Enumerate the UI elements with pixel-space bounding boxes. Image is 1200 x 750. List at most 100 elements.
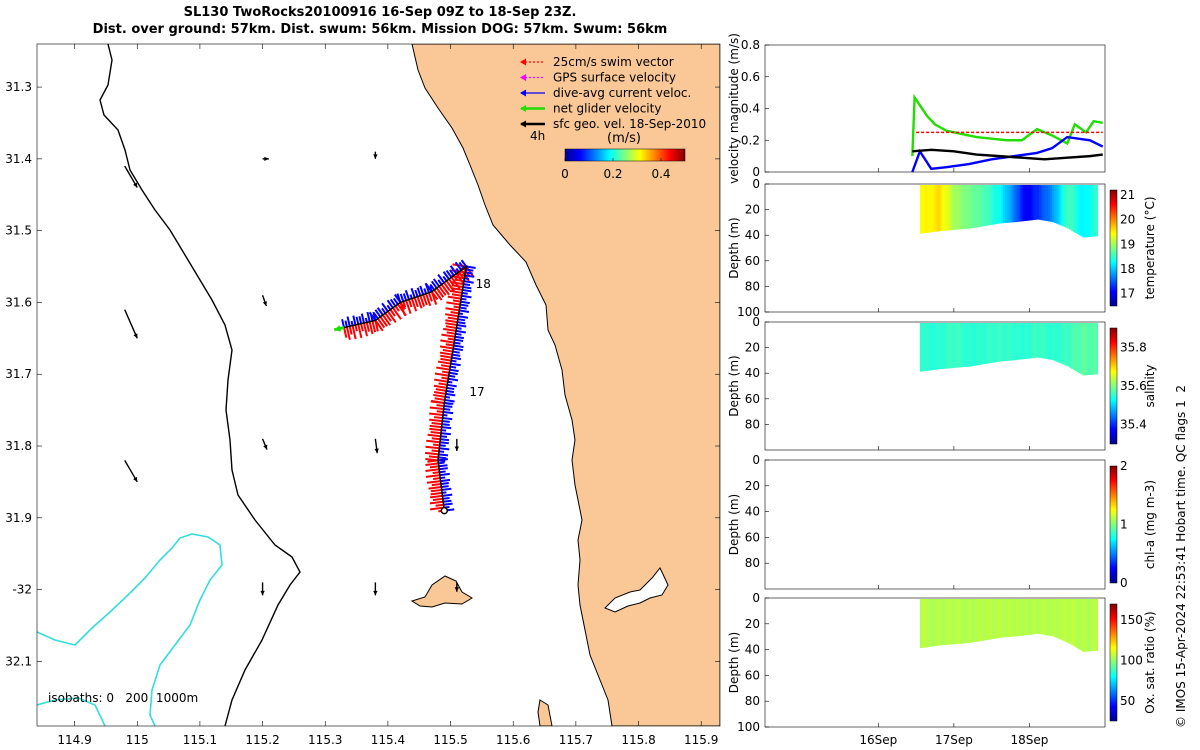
velocity-panel-frame bbox=[764, 44, 1106, 173]
section-cell bbox=[1048, 185, 1051, 222]
section-cell bbox=[919, 185, 923, 234]
colorbar-tick-label: 35.6 bbox=[1120, 379, 1147, 393]
section-cell bbox=[948, 185, 951, 231]
swim-vector bbox=[434, 372, 449, 377]
map-x-tick-label: 115 bbox=[126, 733, 149, 747]
current-vector bbox=[438, 461, 445, 465]
section-cell bbox=[1061, 599, 1065, 641]
section-cell bbox=[1059, 323, 1063, 364]
current-vector bbox=[443, 411, 454, 415]
section-cell bbox=[936, 185, 940, 232]
swim-vector bbox=[387, 310, 397, 323]
y-tick-label: 40 bbox=[745, 643, 760, 657]
section-cell bbox=[1042, 599, 1046, 635]
legend-time-scale: 4h bbox=[530, 129, 545, 143]
swim-vector bbox=[432, 497, 443, 502]
current-vector bbox=[438, 464, 448, 468]
section-cell bbox=[1091, 599, 1095, 652]
current-vector bbox=[448, 374, 456, 378]
current-vector bbox=[386, 304, 392, 311]
section-cell bbox=[1021, 323, 1024, 360]
salinity-section: 0 20 40 60 80 Depth (m) 35.8 35.6 35.4 salinity bbox=[727, 315, 1157, 451]
current-vector bbox=[352, 315, 357, 326]
swim-vector bbox=[425, 458, 439, 462]
current-vector bbox=[404, 289, 410, 300]
section-cell bbox=[961, 599, 964, 644]
swim-vector bbox=[429, 506, 445, 511]
y-tick-label: 20 bbox=[745, 479, 760, 493]
geo-vector-head bbox=[373, 154, 378, 159]
current-vector bbox=[466, 265, 476, 270]
colorbar-label: chl-a (mg m-3) bbox=[1143, 480, 1157, 569]
section-cell bbox=[1035, 323, 1038, 358]
current-vector bbox=[455, 332, 462, 336]
current-vector bbox=[437, 279, 443, 286]
swim-vector bbox=[431, 437, 441, 441]
section-cell bbox=[1086, 185, 1089, 238]
section-cell bbox=[1004, 599, 1008, 638]
section-cell bbox=[1076, 599, 1080, 649]
section-cell bbox=[1004, 185, 1008, 223]
section-cell bbox=[967, 323, 970, 367]
geo-vector-head bbox=[454, 446, 460, 452]
section-cell bbox=[1048, 323, 1051, 360]
section-cell bbox=[1055, 323, 1059, 362]
swim-vector bbox=[429, 427, 442, 432]
section-cell bbox=[1054, 599, 1057, 638]
section-cell bbox=[1015, 599, 1018, 637]
current-vector bbox=[440, 482, 449, 486]
current-vector bbox=[446, 386, 455, 391]
map-x-tick-label: 115.3 bbox=[308, 733, 342, 747]
section-cell bbox=[976, 323, 980, 366]
swim-vector bbox=[446, 301, 461, 306]
current-vector bbox=[458, 315, 469, 319]
section-cell bbox=[1032, 599, 1035, 635]
section-cell bbox=[1093, 599, 1097, 651]
swim-vector bbox=[445, 325, 457, 329]
current-vector bbox=[350, 320, 354, 326]
geo-vector-head bbox=[133, 476, 138, 482]
current-vector bbox=[376, 307, 384, 316]
section-cell bbox=[1044, 323, 1048, 359]
series-2-line bbox=[911, 135, 1104, 173]
section-cell bbox=[1008, 185, 1012, 223]
section-cell bbox=[965, 185, 968, 229]
current-vector bbox=[389, 298, 397, 307]
section-cell bbox=[924, 599, 928, 648]
section-cell bbox=[1027, 323, 1030, 359]
swim-vector bbox=[438, 382, 448, 386]
swim-vector bbox=[431, 421, 443, 426]
swim-vector bbox=[377, 318, 386, 329]
section-cell bbox=[1034, 185, 1037, 220]
y-tick-label: 0 bbox=[752, 165, 760, 179]
section-cell bbox=[924, 185, 928, 233]
section-cell bbox=[1037, 323, 1040, 358]
section-cell bbox=[965, 323, 968, 367]
section-cell bbox=[997, 323, 1000, 362]
y-tick-label: 0.4 bbox=[741, 102, 760, 116]
legend-swatch-head bbox=[520, 74, 526, 81]
current-vector bbox=[381, 302, 389, 312]
section-cell bbox=[1089, 185, 1093, 237]
current-vector bbox=[440, 432, 451, 436]
current-vector bbox=[429, 283, 436, 291]
y-tick-label: 0 bbox=[752, 453, 760, 467]
section-cell bbox=[1004, 323, 1008, 361]
y-tick-label: 0.2 bbox=[741, 133, 760, 147]
x-tick-label: 16Sep bbox=[859, 733, 897, 747]
colorbar-label: Ox. sat. ratio (%) bbox=[1143, 611, 1157, 713]
section-cell bbox=[1055, 599, 1059, 639]
swim-vector bbox=[440, 357, 452, 362]
section-cell bbox=[986, 599, 989, 640]
legend-label: net glider velocity bbox=[553, 102, 661, 116]
chla-section-frame bbox=[764, 459, 1106, 590]
swim-vector bbox=[445, 280, 456, 293]
swim-vector bbox=[445, 313, 459, 318]
legend-swatch-head bbox=[520, 105, 526, 112]
swim-vector bbox=[446, 331, 456, 335]
current-vector bbox=[428, 285, 433, 292]
current-vector bbox=[460, 259, 468, 268]
section-cell bbox=[963, 599, 966, 644]
swim-vector bbox=[374, 320, 379, 332]
geo-vector-head bbox=[374, 448, 379, 454]
